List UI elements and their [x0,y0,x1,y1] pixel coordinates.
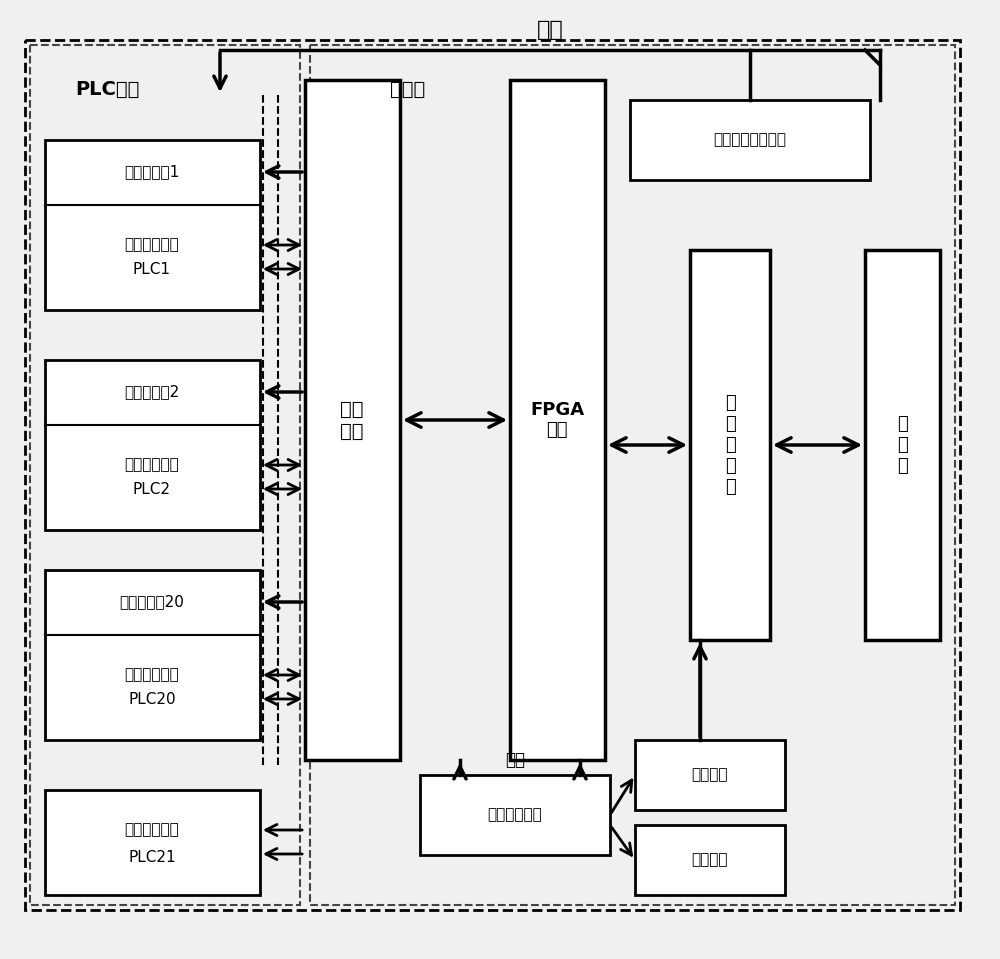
Text: 服务器子单元: 服务器子单元 [125,823,179,837]
Bar [45,570,260,740]
Bar [510,80,605,760]
Text: 客户端子单元: 客户端子单元 [125,667,179,683]
Text: 时钟电路: 时钟电路 [692,767,728,783]
Text: 供电: 供电 [505,751,525,769]
Bar [45,360,260,530]
Text: 供电: 供电 [537,20,563,40]
Bar [635,825,785,895]
Bar [305,80,400,760]
Bar [690,250,770,640]
Text: 客户端子单元: 客户端子单元 [125,457,179,473]
Bar [45,790,260,895]
Text: 驱动
电路: 驱动 电路 [340,400,364,440]
Text: 客户端子单元: 客户端子单元 [125,238,179,252]
Text: 复位电路: 复位电路 [692,853,728,868]
Bar [45,140,260,310]
Text: 资源板: 资源板 [390,80,425,99]
Text: 工作显示灯1: 工作显示灯1 [124,165,180,179]
Bar [865,250,940,640]
Text: 以
太
网
模
块: 以 太 网 模 块 [725,394,735,496]
Bar [310,45,955,905]
Text: 工作显示灯2: 工作显示灯2 [124,385,180,400]
Text: PLC2: PLC2 [133,481,171,497]
Text: 上
位
机: 上 位 机 [897,415,907,475]
Text: PLC1: PLC1 [133,262,171,276]
Text: 直流电源电路: 直流电源电路 [488,807,542,823]
Text: PLC模块: PLC模块 [75,80,139,99]
Bar [635,740,785,810]
Text: 工作显示灯20: 工作显示灯20 [120,595,184,610]
Text: 交流总线模拟电路: 交流总线模拟电路 [714,132,786,148]
Text: PLC20: PLC20 [128,691,176,707]
Bar [30,45,300,905]
Bar [420,775,610,855]
Bar [630,100,870,180]
Text: FPGA
电路: FPGA 电路 [530,401,584,439]
Text: PLC21: PLC21 [128,851,176,866]
